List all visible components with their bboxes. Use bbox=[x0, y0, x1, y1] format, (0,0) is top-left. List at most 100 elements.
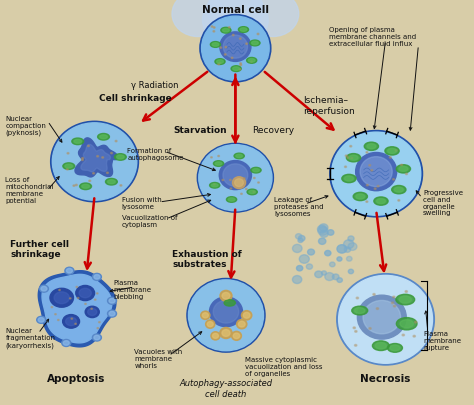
Ellipse shape bbox=[250, 41, 260, 47]
Ellipse shape bbox=[110, 153, 112, 154]
Ellipse shape bbox=[67, 153, 69, 155]
Ellipse shape bbox=[373, 341, 389, 351]
Ellipse shape bbox=[109, 299, 115, 303]
Ellipse shape bbox=[59, 290, 60, 291]
Text: Cell shrinkage: Cell shrinkage bbox=[99, 94, 172, 103]
Ellipse shape bbox=[398, 200, 400, 202]
Ellipse shape bbox=[108, 310, 117, 318]
Ellipse shape bbox=[395, 150, 397, 152]
Polygon shape bbox=[75, 139, 117, 177]
Ellipse shape bbox=[82, 185, 90, 189]
Ellipse shape bbox=[66, 169, 68, 171]
Ellipse shape bbox=[356, 194, 365, 200]
Ellipse shape bbox=[65, 165, 73, 168]
Text: Vacuolization of
cytoplasm: Vacuolization of cytoplasm bbox=[122, 214, 177, 227]
Ellipse shape bbox=[338, 276, 432, 363]
Ellipse shape bbox=[257, 34, 259, 36]
Ellipse shape bbox=[295, 234, 301, 239]
Ellipse shape bbox=[106, 179, 117, 185]
Ellipse shape bbox=[345, 156, 347, 157]
Ellipse shape bbox=[231, 58, 233, 60]
Ellipse shape bbox=[38, 318, 44, 322]
Ellipse shape bbox=[197, 144, 273, 213]
Ellipse shape bbox=[387, 344, 402, 352]
Ellipse shape bbox=[50, 289, 73, 307]
Ellipse shape bbox=[109, 311, 115, 316]
Text: Necrosis: Necrosis bbox=[360, 373, 411, 383]
Ellipse shape bbox=[75, 185, 77, 186]
Ellipse shape bbox=[80, 183, 91, 190]
Ellipse shape bbox=[392, 179, 394, 181]
Ellipse shape bbox=[251, 168, 261, 174]
Ellipse shape bbox=[65, 268, 74, 275]
Ellipse shape bbox=[253, 169, 259, 173]
Ellipse shape bbox=[94, 335, 100, 340]
Ellipse shape bbox=[346, 257, 352, 262]
Ellipse shape bbox=[202, 313, 209, 318]
Ellipse shape bbox=[315, 271, 322, 278]
Ellipse shape bbox=[393, 305, 396, 307]
Ellipse shape bbox=[92, 274, 101, 281]
Ellipse shape bbox=[325, 273, 334, 281]
Ellipse shape bbox=[92, 334, 101, 341]
Ellipse shape bbox=[400, 320, 413, 328]
Ellipse shape bbox=[390, 345, 400, 351]
Ellipse shape bbox=[319, 239, 326, 245]
Ellipse shape bbox=[371, 170, 373, 172]
Text: Loss of
mitochondrial
membrane
potential: Loss of mitochondrial membrane potential bbox=[5, 177, 54, 204]
Ellipse shape bbox=[74, 140, 82, 144]
Ellipse shape bbox=[88, 309, 97, 315]
Ellipse shape bbox=[357, 295, 406, 339]
Ellipse shape bbox=[355, 331, 357, 333]
Ellipse shape bbox=[306, 264, 312, 270]
Ellipse shape bbox=[342, 175, 356, 183]
Ellipse shape bbox=[349, 156, 358, 161]
Ellipse shape bbox=[223, 164, 248, 187]
Ellipse shape bbox=[108, 298, 117, 305]
Ellipse shape bbox=[240, 29, 247, 32]
Ellipse shape bbox=[108, 180, 115, 184]
Ellipse shape bbox=[221, 28, 231, 34]
Ellipse shape bbox=[82, 160, 83, 161]
Ellipse shape bbox=[213, 32, 215, 33]
Ellipse shape bbox=[337, 278, 342, 283]
Ellipse shape bbox=[366, 185, 368, 186]
Ellipse shape bbox=[344, 240, 354, 249]
Text: Vacuoles with
membrane
whorls: Vacuoles with membrane whorls bbox=[135, 348, 182, 368]
Ellipse shape bbox=[389, 157, 392, 159]
Ellipse shape bbox=[219, 63, 221, 64]
Ellipse shape bbox=[220, 48, 222, 49]
Ellipse shape bbox=[114, 154, 126, 161]
Ellipse shape bbox=[223, 36, 247, 59]
Ellipse shape bbox=[318, 226, 327, 234]
Ellipse shape bbox=[243, 313, 250, 318]
Ellipse shape bbox=[392, 296, 395, 298]
Ellipse shape bbox=[85, 304, 86, 305]
Ellipse shape bbox=[211, 184, 218, 188]
Ellipse shape bbox=[399, 167, 408, 172]
Ellipse shape bbox=[234, 154, 244, 160]
Ellipse shape bbox=[318, 227, 328, 236]
Text: Plasma
membrane
blebbing: Plasma membrane blebbing bbox=[113, 279, 151, 299]
Ellipse shape bbox=[77, 298, 79, 299]
Ellipse shape bbox=[415, 322, 417, 323]
Ellipse shape bbox=[233, 68, 239, 71]
Ellipse shape bbox=[231, 332, 241, 341]
Ellipse shape bbox=[292, 245, 302, 253]
Ellipse shape bbox=[222, 330, 230, 337]
Ellipse shape bbox=[213, 28, 215, 29]
Ellipse shape bbox=[41, 287, 47, 291]
Ellipse shape bbox=[212, 44, 219, 47]
Ellipse shape bbox=[97, 156, 99, 158]
Ellipse shape bbox=[251, 62, 252, 63]
Ellipse shape bbox=[376, 308, 379, 310]
Ellipse shape bbox=[227, 197, 237, 203]
Ellipse shape bbox=[72, 139, 83, 145]
Text: Ischemia–
reperfusion: Ischemia– reperfusion bbox=[303, 96, 355, 115]
Ellipse shape bbox=[369, 165, 371, 166]
Ellipse shape bbox=[367, 145, 376, 149]
Text: Normal cell: Normal cell bbox=[202, 4, 269, 15]
Ellipse shape bbox=[240, 65, 242, 66]
Ellipse shape bbox=[240, 64, 241, 65]
Ellipse shape bbox=[219, 161, 252, 190]
